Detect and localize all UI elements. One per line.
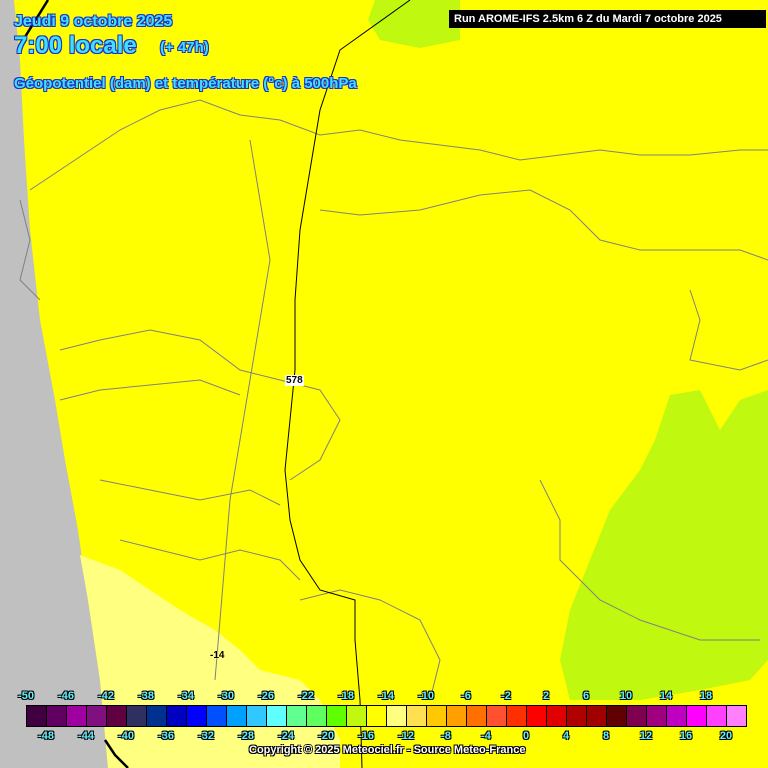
legend-swatch — [107, 706, 127, 726]
copyright: Copyright © 2025 Meteociel.fr - Source M… — [249, 744, 526, 756]
legend-label: 20 — [719, 730, 733, 742]
legend-swatch — [527, 706, 547, 726]
forecast-date: Jeudi 9 octobre 2025 — [14, 13, 173, 30]
legend-swatch — [547, 706, 567, 726]
legend-label: -42 — [98, 690, 114, 702]
legend-swatch — [187, 706, 207, 726]
legend-label: -38 — [138, 690, 154, 702]
legend-swatch — [287, 706, 307, 726]
legend-swatch — [667, 706, 687, 726]
color-legend — [26, 705, 747, 727]
legend-swatch — [347, 706, 367, 726]
legend-label: 8 — [602, 730, 610, 742]
legend-label: -10 — [418, 690, 434, 702]
legend-label: 6 — [582, 690, 590, 702]
legend-swatch — [707, 706, 727, 726]
legend-swatch — [227, 706, 247, 726]
legend-swatch — [567, 706, 587, 726]
legend-label: 16 — [679, 730, 693, 742]
legend-swatch — [307, 706, 327, 726]
forecast-time: 7:00 locale — [14, 32, 137, 59]
legend-label: 0 — [522, 730, 530, 742]
legend-label: -8 — [441, 730, 451, 742]
legend-label: -40 — [118, 730, 134, 742]
legend-swatch — [87, 706, 107, 726]
contour-label-geopotential: 578 — [285, 375, 304, 386]
legend-swatch — [447, 706, 467, 726]
legend-swatch — [387, 706, 407, 726]
legend-label: 4 — [562, 730, 570, 742]
legend-label: 2 — [542, 690, 550, 702]
outside-domain — [0, 0, 108, 768]
legend-label: -24 — [278, 730, 294, 742]
warm-area-top — [368, 0, 460, 48]
legend-swatch — [687, 706, 707, 726]
isotherm-minus14 — [18, 0, 129, 768]
legend-swatch — [127, 706, 147, 726]
borders — [19, 99, 768, 701]
legend-swatch — [507, 706, 527, 726]
legend-label: 10 — [619, 690, 633, 702]
legend-label: -28 — [238, 730, 254, 742]
legend-swatch — [487, 706, 507, 726]
legend-label: -20 — [318, 730, 334, 742]
legend-label: -14 — [378, 690, 394, 702]
forecast-lead-time: (+ 47h) — [160, 39, 209, 56]
legend-swatch — [327, 706, 347, 726]
legend-swatch — [607, 706, 627, 726]
legend-label: -2 — [501, 690, 511, 702]
legend-swatch — [207, 706, 227, 726]
legend-swatch — [47, 706, 67, 726]
legend-label: -16 — [358, 730, 374, 742]
isohypse-578 — [284, 0, 411, 768]
legend-label: -48 — [38, 730, 54, 742]
legend-swatch — [467, 706, 487, 726]
legend-swatch — [27, 706, 47, 726]
legend-label: 14 — [659, 690, 673, 702]
legend-swatch — [167, 706, 187, 726]
contour-label-temperature: -14 — [210, 650, 225, 661]
legend-label: -46 — [58, 690, 74, 702]
parameter-title: Géopotentiel (dam) et température (°c) à… — [14, 75, 357, 92]
legend-swatch — [67, 706, 87, 726]
legend-label: -32 — [198, 730, 214, 742]
legend-label: -26 — [258, 690, 274, 702]
legend-label: -4 — [481, 730, 491, 742]
legend-swatch — [267, 706, 287, 726]
legend-swatch — [627, 706, 647, 726]
legend-swatch — [727, 706, 746, 726]
legend-swatch — [427, 706, 447, 726]
legend-label: -6 — [461, 690, 471, 702]
legend-label: -22 — [298, 690, 314, 702]
legend-label: -30 — [218, 690, 234, 702]
legend-swatch — [367, 706, 387, 726]
legend-label: -34 — [178, 690, 194, 702]
legend-label: 12 — [639, 730, 653, 742]
legend-label: -36 — [158, 730, 174, 742]
legend-swatch — [587, 706, 607, 726]
legend-label: 18 — [699, 690, 713, 702]
legend-label: -50 — [18, 690, 34, 702]
legend-label: -44 — [78, 730, 94, 742]
warm-area-right — [560, 390, 768, 700]
legend-swatch — [247, 706, 267, 726]
legend-swatch — [647, 706, 667, 726]
legend-swatch — [147, 706, 167, 726]
run-info: Run AROME-IFS 2.5km 6 Z du Mardi 7 octob… — [449, 10, 766, 28]
legend-swatch — [407, 706, 427, 726]
legend-label: -18 — [338, 690, 354, 702]
legend-label: -12 — [398, 730, 414, 742]
